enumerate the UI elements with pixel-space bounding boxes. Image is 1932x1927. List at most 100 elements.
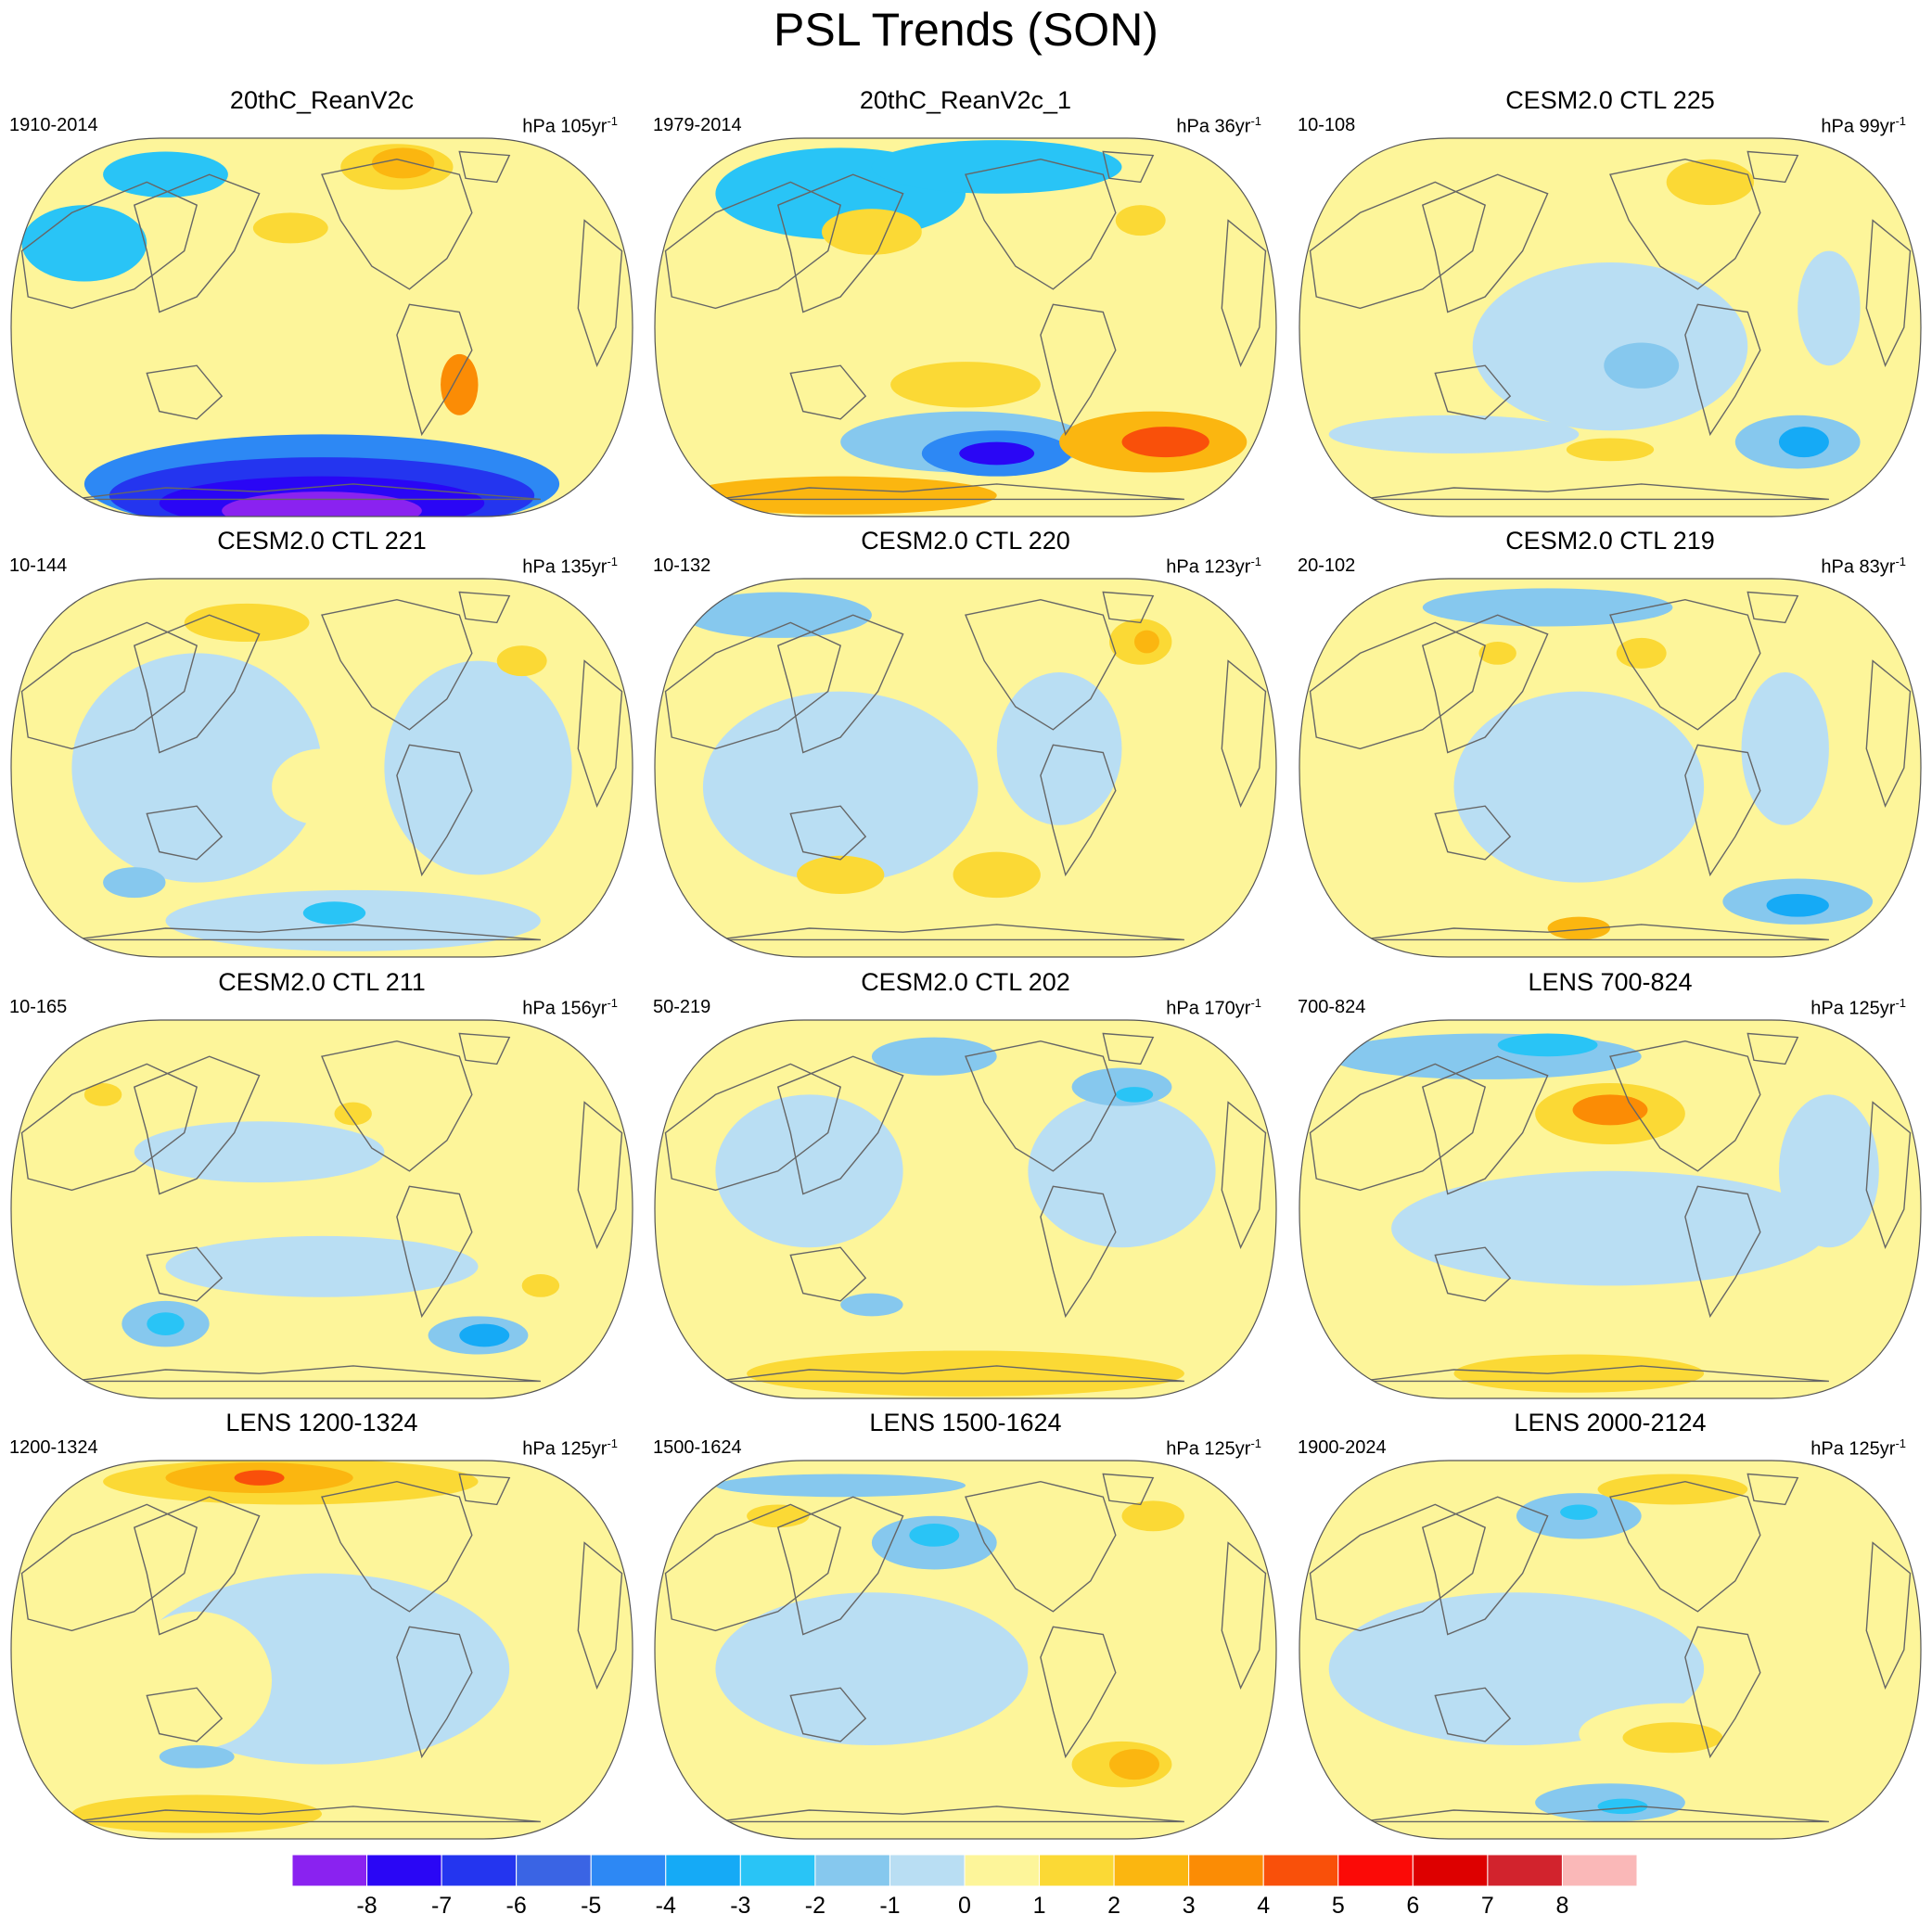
- pressure-trend-contour: [209, 277, 435, 339]
- colorbar-tick-label: 4: [1257, 1893, 1271, 1919]
- pressure-trend-contour: [1328, 415, 1580, 453]
- panel-year-range: 20-102: [1298, 555, 1356, 576]
- coastline: [965, 1480, 1117, 1613]
- pressure-trend-contour: [1597, 1798, 1648, 1815]
- coastline: [1434, 364, 1512, 420]
- colorbar-tick-label: -4: [655, 1893, 676, 1919]
- coastline: [1865, 1101, 1912, 1250]
- coastline: [715, 1806, 1184, 1823]
- robinson-map: [1299, 137, 1922, 517]
- panel-year-range: 1979-2014: [653, 115, 742, 135]
- coastline: [1684, 744, 1761, 877]
- coastline: [1684, 1185, 1761, 1319]
- robinson-map: [1299, 1460, 1922, 1840]
- colorbar-tick-label: 5: [1331, 1893, 1345, 1919]
- panel-title: 20thC_ReanV2c_1: [859, 86, 1072, 114]
- pressure-trend-contour: [1328, 1033, 1642, 1079]
- panel-title: 20thC_ReanV2c: [229, 86, 415, 114]
- coastline: [1421, 173, 1549, 313]
- pressure-trend-contour: [1115, 1087, 1154, 1103]
- coastline: [1221, 659, 1267, 809]
- pressure-trend-contour: [1472, 262, 1748, 431]
- pressure-trend-contour: [1766, 893, 1829, 917]
- coastline: [20, 621, 198, 750]
- map-panel: LENS 1200-1324 1200-1324 hPa 125yr-1: [0, 1408, 644, 1848]
- coastline: [71, 1806, 541, 1823]
- pressure-trend-contour: [684, 592, 872, 638]
- coastline: [1684, 303, 1761, 437]
- pressure-trend-contour: [684, 476, 997, 515]
- colorbar-swatch: [665, 1855, 741, 1886]
- map-border: [10, 1019, 633, 1399]
- pressure-trend-contour: [441, 353, 479, 415]
- colorbar-tick-label: -5: [581, 1893, 602, 1919]
- coastline: [776, 173, 904, 313]
- colorbar-swatch: [441, 1855, 518, 1886]
- pressure-trend-contour: [1115, 205, 1166, 236]
- robinson-map: [654, 1460, 1277, 1840]
- coastline: [1865, 659, 1912, 809]
- pressure-trend-contour: [809, 270, 1060, 347]
- coastline: [664, 181, 842, 310]
- coastline: [789, 1246, 867, 1302]
- coastline: [1746, 591, 1799, 624]
- coastline: [1102, 591, 1155, 624]
- robinson-map: [654, 578, 1277, 958]
- pressure-trend-contour: [890, 362, 1041, 408]
- map-panel: 20thC_ReanV2c 1910-2014 hPa 105yr-1: [0, 85, 644, 526]
- pressure-trend-contour: [222, 491, 422, 517]
- coastline: [133, 173, 261, 313]
- coastline: [1309, 1503, 1487, 1632]
- pressure-trend-contour: [1071, 1067, 1172, 1106]
- pressure-trend-contour: [953, 851, 1041, 899]
- pressure-trend-contour: [165, 1235, 479, 1297]
- panel-units: hPa 105yr-1: [522, 114, 618, 137]
- colorbar-tick-label: 3: [1182, 1893, 1196, 1919]
- pressure-trend-contour: [871, 1037, 997, 1076]
- robinson-map: [1299, 578, 1922, 958]
- panel-year-range: 1900-2024: [1298, 1437, 1387, 1458]
- pressure-trend-contour: [959, 441, 1035, 466]
- coastline: [146, 364, 224, 420]
- map-border: [1299, 1019, 1922, 1399]
- pressure-trend-contour: [1391, 1170, 1829, 1286]
- pressure-trend-contour: [871, 140, 1122, 194]
- map-border: [10, 578, 633, 958]
- panel-units: hPa 170yr-1: [1166, 996, 1261, 1019]
- coastline: [1040, 1185, 1117, 1319]
- pressure-trend-contour: [103, 151, 228, 198]
- colorbar-swatch: [1188, 1855, 1264, 1886]
- page-title: PSL Trends (SON): [774, 4, 1158, 56]
- coastline: [1309, 181, 1487, 310]
- pressure-trend-contour: [496, 645, 547, 677]
- coastline: [20, 1063, 198, 1192]
- pressure-trend-contour: [715, 1592, 1029, 1745]
- colorbar-tick-label: -7: [430, 1893, 453, 1919]
- pressure-trend-contour: [1497, 1033, 1598, 1057]
- pressure-trend-contour: [1798, 250, 1861, 366]
- pressure-trend-contour: [71, 1794, 322, 1833]
- coastline: [577, 219, 623, 368]
- coastline: [1360, 1806, 1829, 1823]
- coastline: [1609, 1040, 1761, 1172]
- pressure-trend-contour: [134, 1121, 385, 1183]
- pressure-trend-contour: [1572, 1094, 1648, 1126]
- map-panel: CESM2.0 CTL 221 10-144 hPa 135yr-1: [0, 526, 644, 966]
- colorbar-tick-label: 2: [1107, 1893, 1121, 1919]
- pressure-trend-contour: [1109, 1749, 1159, 1780]
- map-border: [654, 1019, 1277, 1399]
- panel-year-range: 50-219: [653, 997, 711, 1017]
- coastline: [1221, 1541, 1267, 1691]
- colorbar-swatch: [1487, 1855, 1563, 1886]
- panel-units: hPa 36yr-1: [1176, 114, 1261, 137]
- panel-title: CESM2.0 CTL 221: [217, 527, 427, 555]
- coastline: [321, 1040, 473, 1172]
- map-panel: CESM2.0 CTL 220 10-132 hPa 123yr-1: [644, 526, 1287, 966]
- coastline: [321, 158, 473, 290]
- pressure-trend-contour: [1453, 691, 1705, 883]
- coastline: [1040, 303, 1117, 437]
- panel-title: LENS 2000-2124: [1514, 1409, 1707, 1436]
- panel-units: hPa 83yr-1: [1821, 555, 1906, 578]
- panel-title: LENS 1500-1624: [869, 1409, 1062, 1436]
- pressure-trend-contour: [371, 147, 435, 179]
